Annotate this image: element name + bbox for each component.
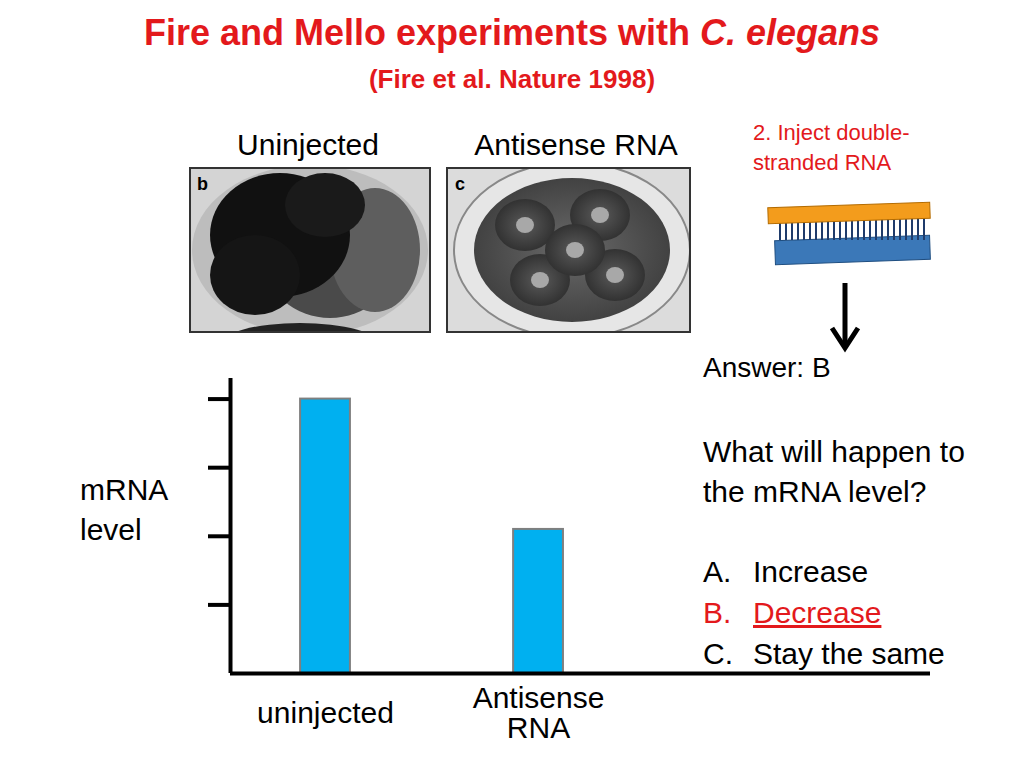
html-text:2. Inject double- stranded RNA: 2. Inject double- stranded RNA	[753, 120, 910, 175]
html-text:Uninjected: Uninjected	[237, 128, 379, 161]
html-text:Answer: B: Answer: B	[703, 352, 831, 383]
svg-text:uninjected: uninjected	[257, 696, 394, 729]
html-text:Antisense RNA: Antisense RNA	[474, 128, 678, 161]
svg-text:AntisenseRNA: AntisenseRNA	[473, 681, 605, 744]
html-text:Increase: Increase	[753, 555, 869, 588]
html-text:A.: A.	[703, 555, 732, 588]
svg-text:c: c	[455, 174, 465, 194]
html-text:What will happen to the mRNA l: What will happen to the mRNA level?	[703, 435, 965, 508]
html-text:Decrease: Decrease	[753, 596, 882, 629]
html-text:(Fire et al. Nature 1998): (Fire et al. Nature 1998)	[368, 64, 656, 94]
html-text:Fire and Mello experiments wit: Fire and Mello experiments with C. elega…	[143, 12, 881, 53]
html-text:mRNA level: mRNA level	[80, 473, 169, 546]
html-text:C.: C.	[703, 637, 733, 670]
svg-text:b: b	[197, 174, 208, 194]
html-text:B.: B.	[703, 596, 732, 629]
html-text:Stay the same: Stay the same	[753, 637, 945, 670]
